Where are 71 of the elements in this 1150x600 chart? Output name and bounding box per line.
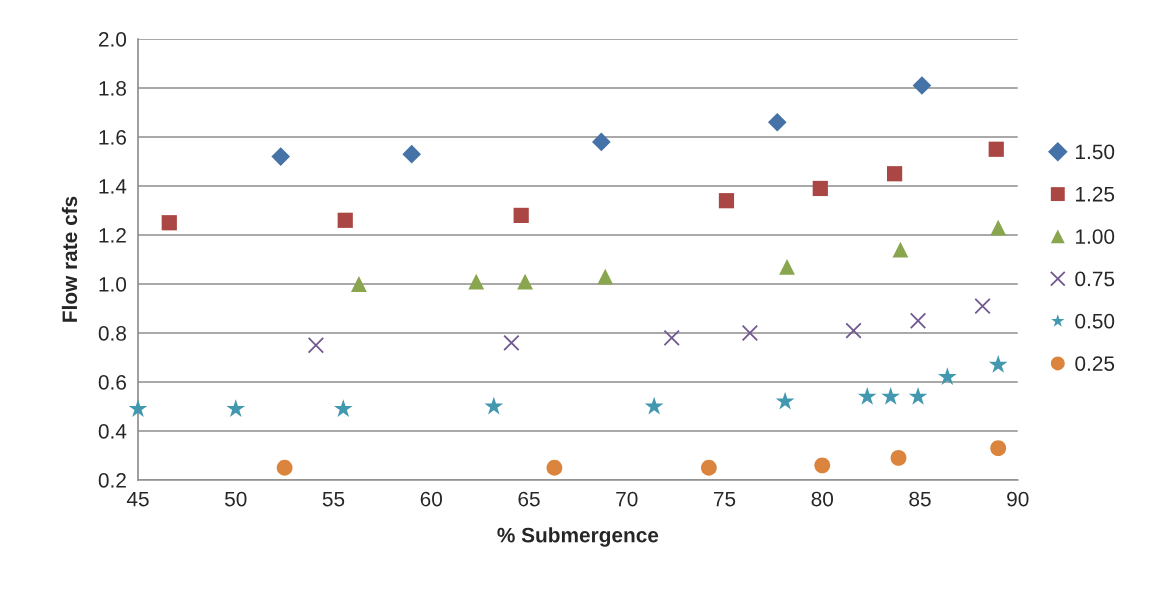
x-tick-label: 45 — [126, 491, 149, 507]
x-axis-title: % Submergence — [497, 527, 659, 547]
legend-label: 0.75 — [1075, 271, 1115, 287]
legend-label: 0.50 — [1075, 313, 1115, 329]
point — [767, 112, 787, 132]
x-tick-label: 55 — [322, 491, 345, 507]
point — [337, 212, 353, 228]
legend-label: 0.25 — [1075, 356, 1115, 371]
point — [161, 215, 177, 231]
point — [938, 367, 957, 386]
point — [597, 268, 614, 285]
point — [271, 147, 291, 166]
point — [644, 396, 664, 415]
point — [226, 399, 246, 417]
point — [908, 386, 928, 405]
point — [592, 132, 611, 152]
point — [333, 399, 353, 417]
point — [812, 180, 828, 197]
x-tick-label: 75 — [713, 491, 736, 507]
point — [990, 440, 1007, 457]
point — [700, 459, 717, 476]
y-tick-label: 1.2 — [99, 228, 126, 243]
point — [517, 273, 534, 290]
x-tick-label: 70 — [616, 491, 638, 507]
point — [886, 166, 903, 182]
y-tick-label: 1.0 — [99, 277, 127, 292]
point — [814, 457, 831, 474]
legend-label: 1.50 — [1076, 144, 1115, 160]
point — [546, 459, 563, 476]
y-tick-label: 0.6 — [98, 375, 126, 390]
y-tick-label: 0.8 — [98, 326, 126, 341]
point — [128, 399, 148, 417]
point — [990, 219, 1007, 236]
point — [892, 241, 909, 258]
point — [845, 322, 862, 339]
point — [307, 337, 325, 354]
y-tick-label: 1.8 — [99, 81, 126, 96]
y-axis-title: Flow rate cfs — [61, 196, 78, 322]
point — [276, 459, 293, 476]
point — [513, 207, 529, 224]
point — [468, 273, 485, 290]
y-tick-label: 2.0 — [98, 32, 127, 47]
point — [988, 355, 1008, 373]
point — [890, 450, 907, 466]
x-tick-label: 80 — [811, 491, 834, 507]
point — [974, 297, 991, 315]
y-tick-label: 0.4 — [98, 424, 127, 439]
point — [775, 391, 795, 410]
point — [351, 276, 367, 292]
point — [402, 144, 422, 164]
y-tick-label: 1.4 — [99, 179, 127, 194]
y-tick-label: 1.6 — [99, 130, 126, 145]
y-tick-label: 0.2 — [98, 473, 126, 488]
point — [779, 258, 795, 275]
point — [484, 396, 504, 415]
point — [718, 193, 735, 209]
point — [881, 386, 901, 405]
point — [912, 76, 932, 95]
x-tick-label: 60 — [420, 491, 443, 507]
legend-label: 1.25 — [1076, 186, 1115, 202]
point — [909, 312, 927, 329]
point — [663, 329, 680, 347]
legend-label: 1.00 — [1076, 229, 1115, 244]
x-tick-label: 85 — [909, 491, 931, 507]
point — [503, 334, 520, 351]
point — [988, 141, 1004, 157]
x-tick-label: 65 — [518, 491, 540, 507]
point — [857, 386, 877, 405]
x-tick-label: 50 — [225, 491, 247, 507]
point — [741, 324, 759, 342]
x-tick-label: 90 — [1007, 491, 1029, 507]
